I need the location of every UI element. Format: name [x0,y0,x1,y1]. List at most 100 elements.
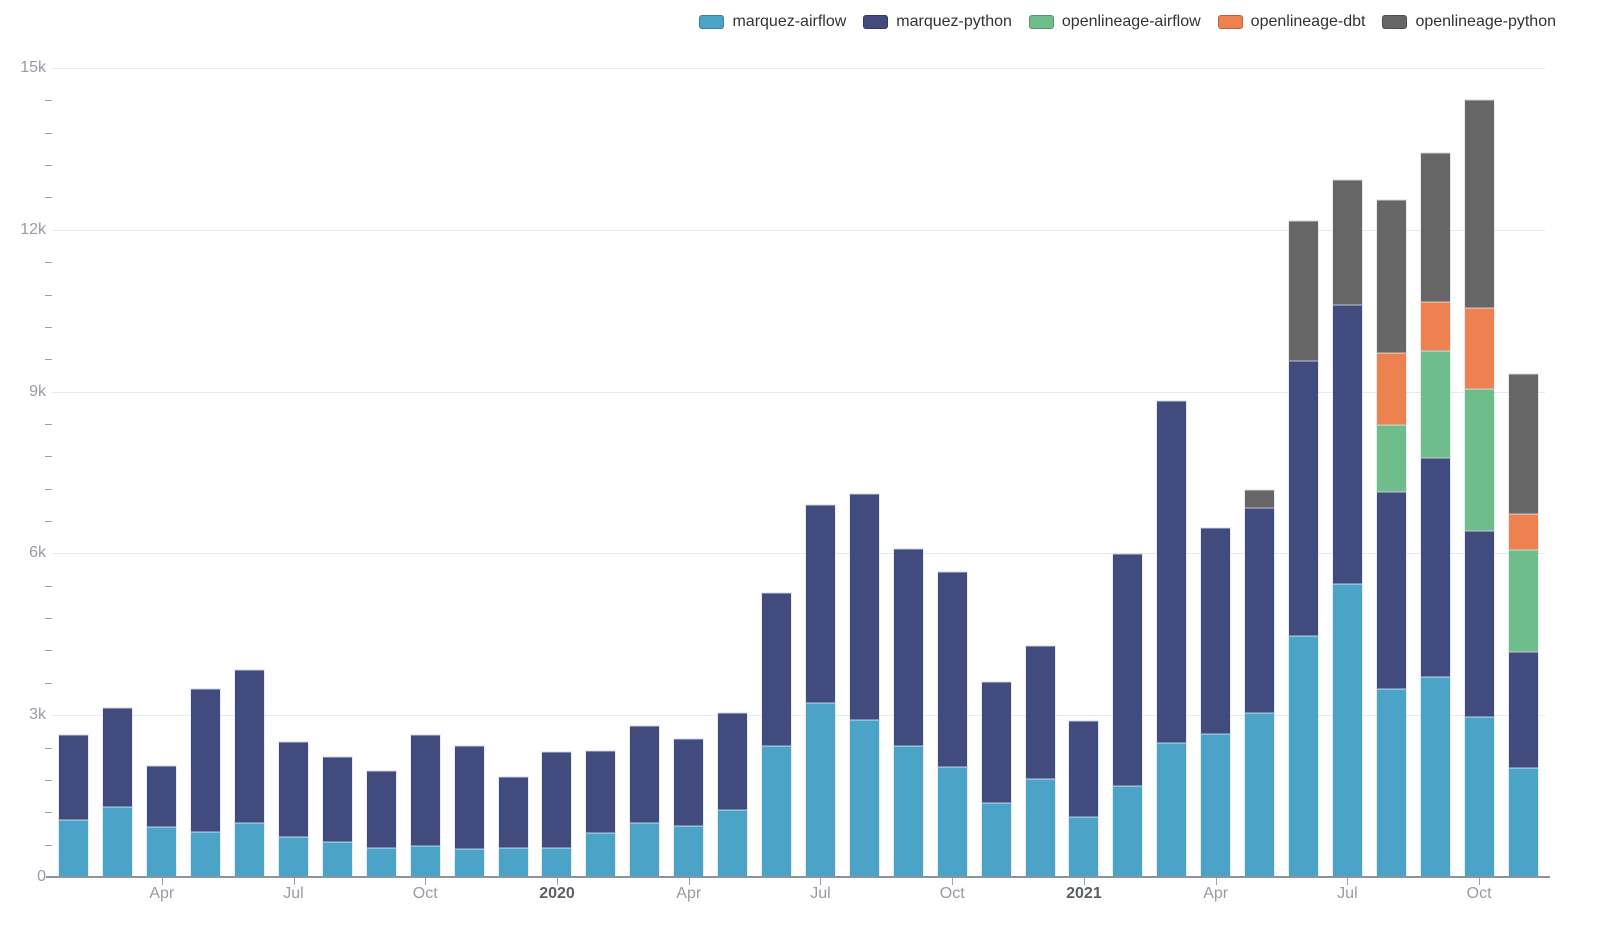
legend-item-marquez-airflow[interactable]: marquez-airflow [699,12,846,32]
bar-segment-marquez-airflow[interactable] [366,848,396,877]
bar-segment-marquez-airflow[interactable] [542,847,572,877]
bar-segment-openlineage-dbt[interactable] [1420,301,1450,352]
legend-swatch-icon [863,15,889,29]
bar-segment-marquez-airflow[interactable] [235,822,265,877]
x-axis-tick [952,878,954,885]
bar-stack-2021-02 [1113,553,1143,877]
y-gridline [52,391,1545,393]
bar-segment-openlineage-python[interactable] [1245,489,1275,509]
bar-segment-marquez-airflow[interactable] [498,847,528,877]
bar-segment-marquez-python[interactable] [1508,651,1538,769]
bar-segment-marquez-airflow[interactable] [1332,583,1362,877]
bar-segment-marquez-airflow[interactable] [1069,816,1099,877]
bar-segment-marquez-python[interactable] [1025,646,1055,779]
legend-item-openlineage-airflow[interactable]: openlineage-airflow [1028,12,1201,32]
bar-segment-marquez-airflow[interactable] [805,702,835,877]
bar-segment-marquez-python[interactable] [366,771,396,849]
bar-segment-marquez-airflow[interactable] [147,827,177,877]
bar-segment-marquez-python[interactable] [937,572,967,767]
bar-segment-marquez-airflow[interactable] [1508,768,1538,877]
bar-segment-openlineage-dbt[interactable] [1464,308,1494,390]
y-axis-minor-tick [45,812,52,814]
bar-segment-marquez-python[interactable] [718,713,748,811]
bar-segment-openlineage-python[interactable] [1464,100,1494,309]
y-axis-minor-tick [45,359,52,361]
bar-segment-marquez-airflow[interactable] [893,745,923,877]
bar-segment-marquez-airflow[interactable] [1201,733,1231,877]
bar-segment-marquez-python[interactable] [1376,491,1406,690]
bar-segment-openlineage-python[interactable] [1288,220,1318,361]
bar-segment-marquez-airflow[interactable] [1288,636,1318,877]
bar-segment-marquez-airflow[interactable] [59,820,89,877]
bar-segment-marquez-python[interactable] [1069,721,1099,817]
bar-segment-marquez-airflow[interactable] [1464,717,1494,877]
bar-segment-marquez-python[interactable] [103,708,133,807]
bar-segment-marquez-python[interactable] [805,505,835,703]
bar-segment-marquez-python[interactable] [1420,457,1450,678]
bar-segment-openlineage-dbt[interactable] [1376,353,1406,425]
bar-segment-marquez-python[interactable] [849,494,879,721]
bar-segment-marquez-python[interactable] [630,726,660,824]
bar-segment-marquez-airflow[interactable] [630,823,660,877]
legend-item-marquez-python[interactable]: marquez-python [863,12,1012,32]
y-axis-minor-tick [45,423,52,425]
bar-segment-marquez-python[interactable] [674,739,704,827]
bar-segment-openlineage-python[interactable] [1332,179,1362,305]
bar-stack-2021-03 [1157,401,1187,877]
bar-segment-marquez-airflow[interactable] [849,720,879,877]
bar-segment-marquez-airflow[interactable] [322,841,352,877]
bar-segment-marquez-airflow[interactable] [1245,713,1275,877]
bar-segment-marquez-python[interactable] [893,548,923,746]
bar-segment-openlineage-airflow[interactable] [1420,351,1450,458]
bar-segment-marquez-airflow[interactable] [1376,689,1406,877]
bar-segment-marquez-python[interactable] [1113,553,1143,787]
bar-segment-marquez-python[interactable] [454,745,484,849]
bar-segment-marquez-airflow[interactable] [1025,778,1055,877]
y-axis-minor-tick [45,165,52,167]
bar-segment-openlineage-airflow[interactable] [1376,424,1406,492]
bar-segment-marquez-python[interactable] [498,777,528,848]
bar-segment-marquez-airflow[interactable] [674,826,704,877]
bar-segment-marquez-airflow[interactable] [191,831,221,877]
bar-segment-marquez-python[interactable] [322,757,352,842]
bar-segment-marquez-python[interactable] [586,751,616,834]
bar-segment-marquez-python[interactable] [1245,508,1275,714]
bar-segment-marquez-python[interactable] [981,682,1011,804]
bar-segment-marquez-python[interactable] [191,689,221,832]
bar-segment-openlineage-airflow[interactable] [1508,549,1538,652]
bar-segment-openlineage-airflow[interactable] [1464,389,1494,531]
bar-segment-marquez-python[interactable] [59,735,89,821]
bar-segment-openlineage-python[interactable] [1420,152,1450,302]
bar-segment-marquez-python[interactable] [1157,401,1187,743]
bar-segment-marquez-python[interactable] [542,752,572,848]
bar-segment-marquez-airflow[interactable] [1420,677,1450,877]
bar-segment-marquez-airflow[interactable] [937,766,967,877]
y-axis-minor-tick [45,262,52,264]
bar-segment-marquez-airflow[interactable] [454,848,484,877]
bar-segment-marquez-python[interactable] [762,592,792,746]
bar-segment-marquez-airflow[interactable] [279,836,308,877]
bar-segment-marquez-python[interactable] [410,734,440,846]
bar-segment-marquez-python[interactable] [235,670,265,823]
bar-segment-openlineage-python[interactable] [1376,199,1406,354]
bar-segment-marquez-python[interactable] [1332,304,1362,584]
legend-item-openlineage-python[interactable]: openlineage-python [1382,12,1556,32]
bar-segment-marquez-airflow[interactable] [1157,742,1187,877]
bar-segment-marquez-python[interactable] [1201,527,1231,734]
bar-segment-marquez-airflow[interactable] [762,745,792,877]
bar-segment-openlineage-dbt[interactable] [1508,513,1538,550]
bar-segment-marquez-python[interactable] [1464,530,1494,718]
bar-segment-openlineage-python[interactable] [1508,373,1538,514]
bar-segment-marquez-airflow[interactable] [103,806,133,877]
bar-segment-marquez-python[interactable] [1288,360,1318,637]
bar-segment-marquez-python[interactable] [147,766,177,828]
bar-segment-marquez-airflow[interactable] [410,845,440,877]
x-axis-tick-label: 2021 [1066,885,1102,902]
legend-item-openlineage-dbt[interactable]: openlineage-dbt [1217,12,1365,32]
bar-segment-marquez-airflow[interactable] [981,803,1011,877]
bar-segment-marquez-airflow[interactable] [586,833,616,877]
bar-stack-2019-10 [410,734,440,877]
bar-segment-marquez-airflow[interactable] [718,810,748,877]
bar-segment-marquez-python[interactable] [279,741,308,837]
bar-segment-marquez-airflow[interactable] [1113,786,1143,877]
